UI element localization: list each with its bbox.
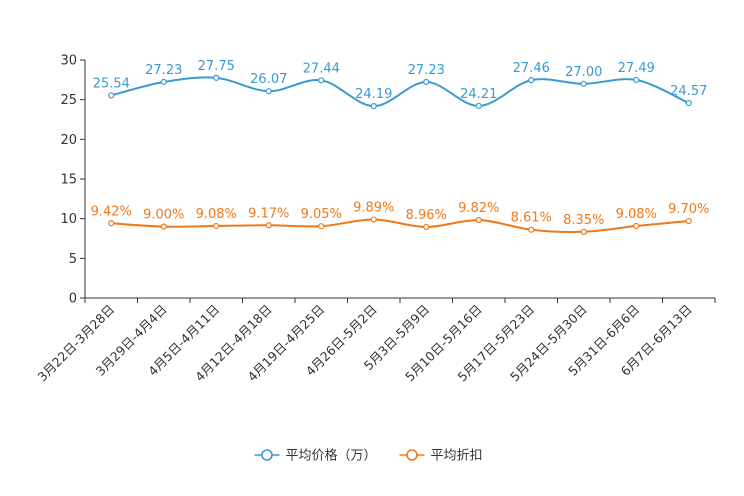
data-label: 24.21 [460, 87, 497, 102]
data-point [265, 88, 272, 95]
data-point [108, 220, 115, 227]
data-point [685, 217, 692, 225]
data-point [370, 216, 377, 223]
data-point [633, 76, 640, 84]
data-label: 27.46 [513, 61, 550, 76]
data-point [213, 74, 220, 81]
data-label: 24.57 [670, 84, 707, 99]
data-label: 9.82% [458, 201, 499, 216]
data-label: 9.17% [248, 206, 289, 221]
data-label: 9.42% [91, 204, 132, 219]
legend-label: 平均价格（万） [286, 448, 377, 464]
series-layer [108, 74, 692, 235]
data-point [633, 222, 640, 230]
data-label: 9.00% [143, 208, 184, 223]
data-point [213, 222, 220, 230]
data-label: 27.23 [408, 63, 445, 78]
data-point [160, 223, 167, 230]
data-point [685, 99, 692, 107]
data-point [265, 222, 272, 229]
legend: 平均价格（万） 平均折扣 [254, 448, 483, 464]
data-point [528, 77, 535, 84]
data-point [108, 92, 115, 99]
data-label: 27.00 [565, 65, 602, 80]
data-label: 27.75 [198, 59, 235, 74]
legend-label: 平均折扣 [431, 449, 483, 464]
y-tick-label: 25 [60, 93, 77, 108]
data-label: 9.08% [196, 207, 237, 222]
data-point [423, 223, 430, 231]
y-tick-label: 10 [60, 212, 77, 227]
y-tick-label: 15 [60, 173, 77, 188]
data-label: 9.70% [668, 202, 709, 217]
series-line [111, 218, 689, 233]
data-label: 24.19 [355, 87, 392, 102]
data-label: 8.96% [406, 208, 447, 223]
series-line [111, 76, 690, 108]
data-point [318, 77, 325, 84]
data-point [318, 223, 325, 230]
data-label: 26.07 [250, 72, 287, 87]
data-labels: 25.54 27.23 27.75 26.07 27.44 24.19 27.23 24.21… [91, 59, 710, 228]
data-label: 9.08% [616, 207, 657, 222]
data-point [528, 226, 535, 233]
y-tick-label: 5 [69, 252, 77, 267]
data-point [475, 102, 482, 110]
y-tick-label: 0 [69, 292, 77, 307]
data-label: 27.23 [145, 63, 182, 78]
data-point [580, 228, 587, 235]
legend-swatch-marker [261, 449, 273, 461]
data-point [475, 216, 482, 224]
data-label: 27.49 [618, 61, 655, 76]
data-label: 8.35% [563, 213, 604, 228]
y-tick-label: 20 [60, 133, 77, 148]
y-tick-label: 30 [60, 54, 77, 69]
data-label: 27.44 [303, 61, 340, 76]
data-point [160, 78, 167, 86]
data-label: 25.54 [93, 76, 130, 91]
data-point [580, 80, 587, 87]
data-point [370, 102, 377, 110]
data-label: 9.89% [353, 201, 394, 216]
data-point [423, 78, 430, 86]
data-label: 9.05% [301, 207, 342, 222]
legend-swatch-marker [406, 449, 418, 461]
data-label: 8.61% [511, 211, 552, 226]
